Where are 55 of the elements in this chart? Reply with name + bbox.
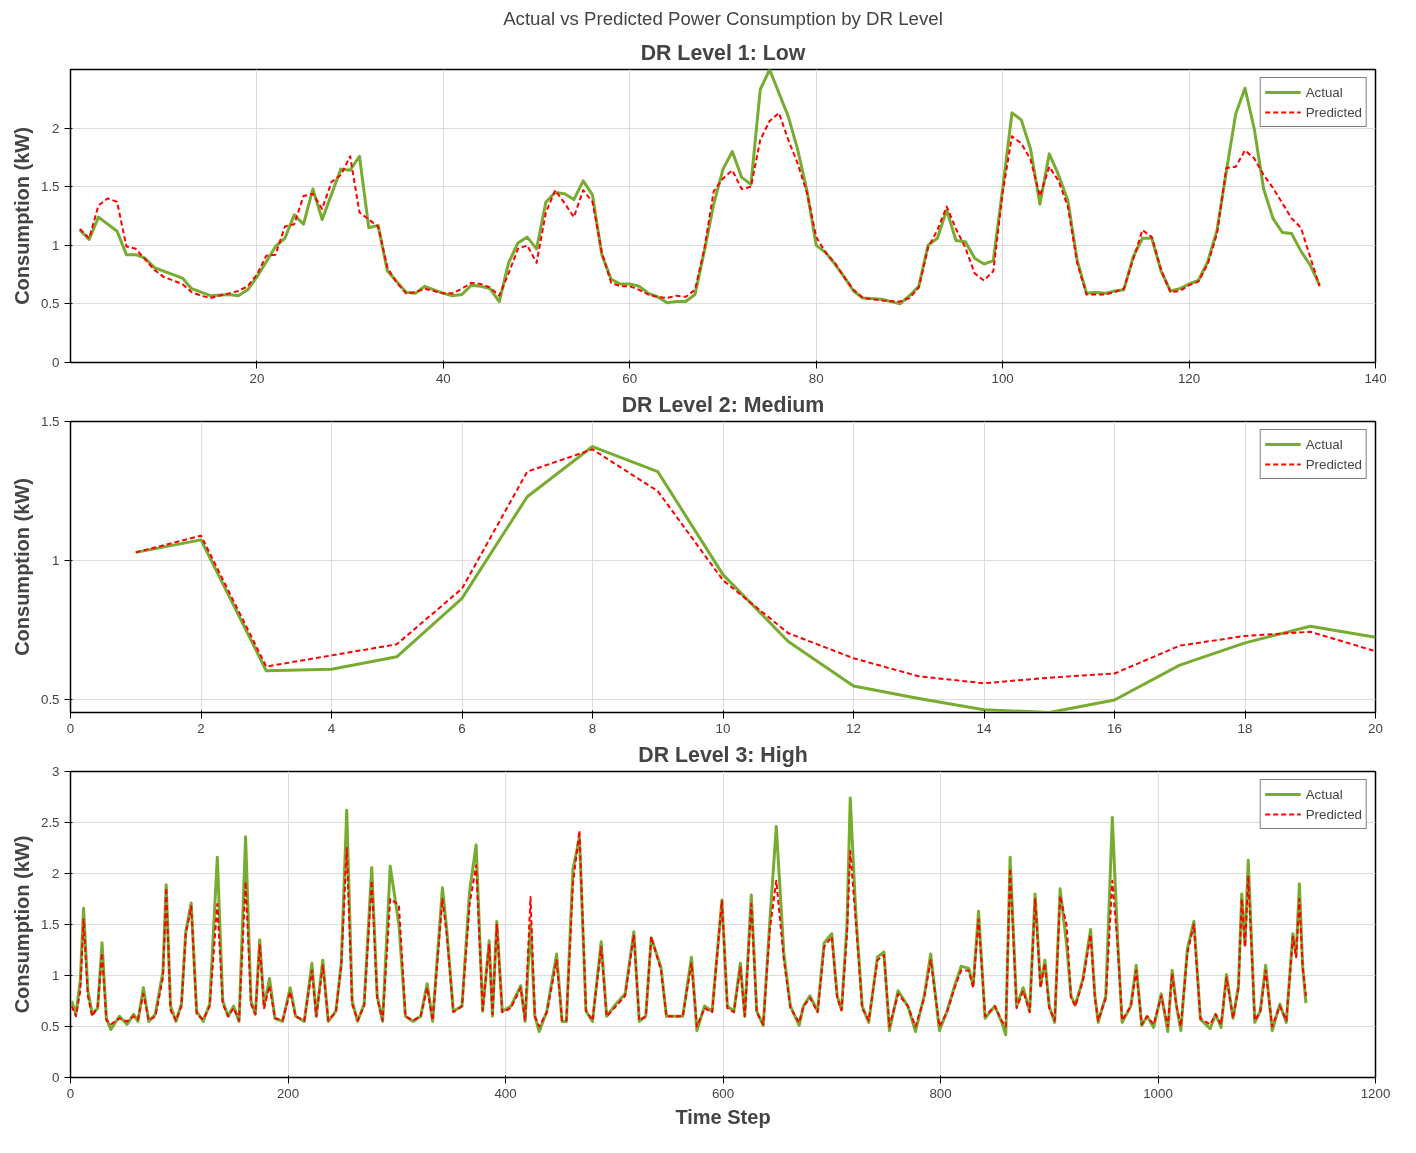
x-tick-label: 1000 [1143, 1085, 1173, 1101]
chart-title: DR Level 1: Low [640, 40, 806, 65]
y-tick-label: 2.5 [40, 815, 60, 830]
y-axis-title: Consumption (kW) [10, 127, 33, 305]
x-tick-label: 400 [494, 1085, 517, 1101]
x-tick-label: 1200 [1360, 1085, 1391, 1101]
y-tick-label: 3 [52, 764, 60, 779]
y-tick-label: 1 [52, 553, 60, 569]
y-tick-label: 0 [52, 1070, 60, 1085]
x-tick-label: 18 [1237, 720, 1253, 736]
legend-label: Actual [1305, 436, 1343, 452]
x-tick-label: 80 [808, 370, 824, 386]
y-tick-label: 0 [52, 355, 60, 370]
x-tick-label: 2 [197, 720, 205, 736]
x-tick-label: 0 [66, 1085, 75, 1101]
x-tick-label: 16 [1107, 720, 1122, 736]
x-tick-label: 10 [715, 720, 731, 736]
legend-label: Actual [1305, 84, 1343, 100]
y-tick-label: 2 [52, 120, 60, 136]
x-tick-label: 12 [846, 720, 861, 736]
y-tick-label: 0.5 [40, 296, 60, 312]
legend-label: Predicted [1305, 456, 1362, 472]
chart-title: DR Level 2: Medium [621, 392, 825, 417]
y-tick-label: 0.5 [40, 1019, 60, 1034]
y-axis-title: Consumption (kW) [10, 478, 33, 656]
x-tick-label: 60 [622, 370, 638, 386]
x-tick-label: 6 [458, 720, 466, 736]
x-tick-label: 140 [1364, 370, 1387, 386]
chart-title: DR Level 3: High [638, 742, 808, 767]
x-tick-label: 100 [991, 370, 1014, 386]
text: Actual vs Predicted Power Consumption by DR Level [503, 7, 943, 29]
x-tick-label: 20 [249, 370, 265, 386]
y-tick-label: 2 [52, 866, 60, 881]
y-tick-label: 1.5 [40, 179, 60, 195]
legend-label: Predicted [1305, 104, 1362, 120]
x-tick-label: 8 [588, 720, 597, 736]
y-tick-label: 1.5 [40, 414, 60, 429]
x-tick-label: 0 [66, 720, 75, 736]
x-axis-title: Time Step [675, 1105, 771, 1128]
x-tick-label: 20 [1368, 720, 1383, 736]
x-tick-label: 40 [435, 370, 451, 386]
y-tick-label: 1 [52, 968, 60, 983]
y-axis-title: Consumption (kW) [10, 835, 33, 1014]
legend-label: Actual [1305, 786, 1343, 802]
y-tick-label: 0.5 [40, 692, 60, 708]
x-tick-label: 120 [1177, 370, 1201, 386]
x-tick-label: 4 [327, 720, 336, 736]
x-tick-label: 200 [276, 1085, 300, 1101]
y-tick-label: 1.5 [40, 917, 60, 932]
x-tick-label: 800 [929, 1085, 952, 1101]
legend-label: Predicted [1305, 806, 1362, 822]
line-series [70, 829, 1307, 1028]
y-tick-label: 1 [52, 237, 60, 253]
x-tick-label: 14 [976, 720, 992, 736]
x-tick-label: 600 [711, 1085, 735, 1101]
